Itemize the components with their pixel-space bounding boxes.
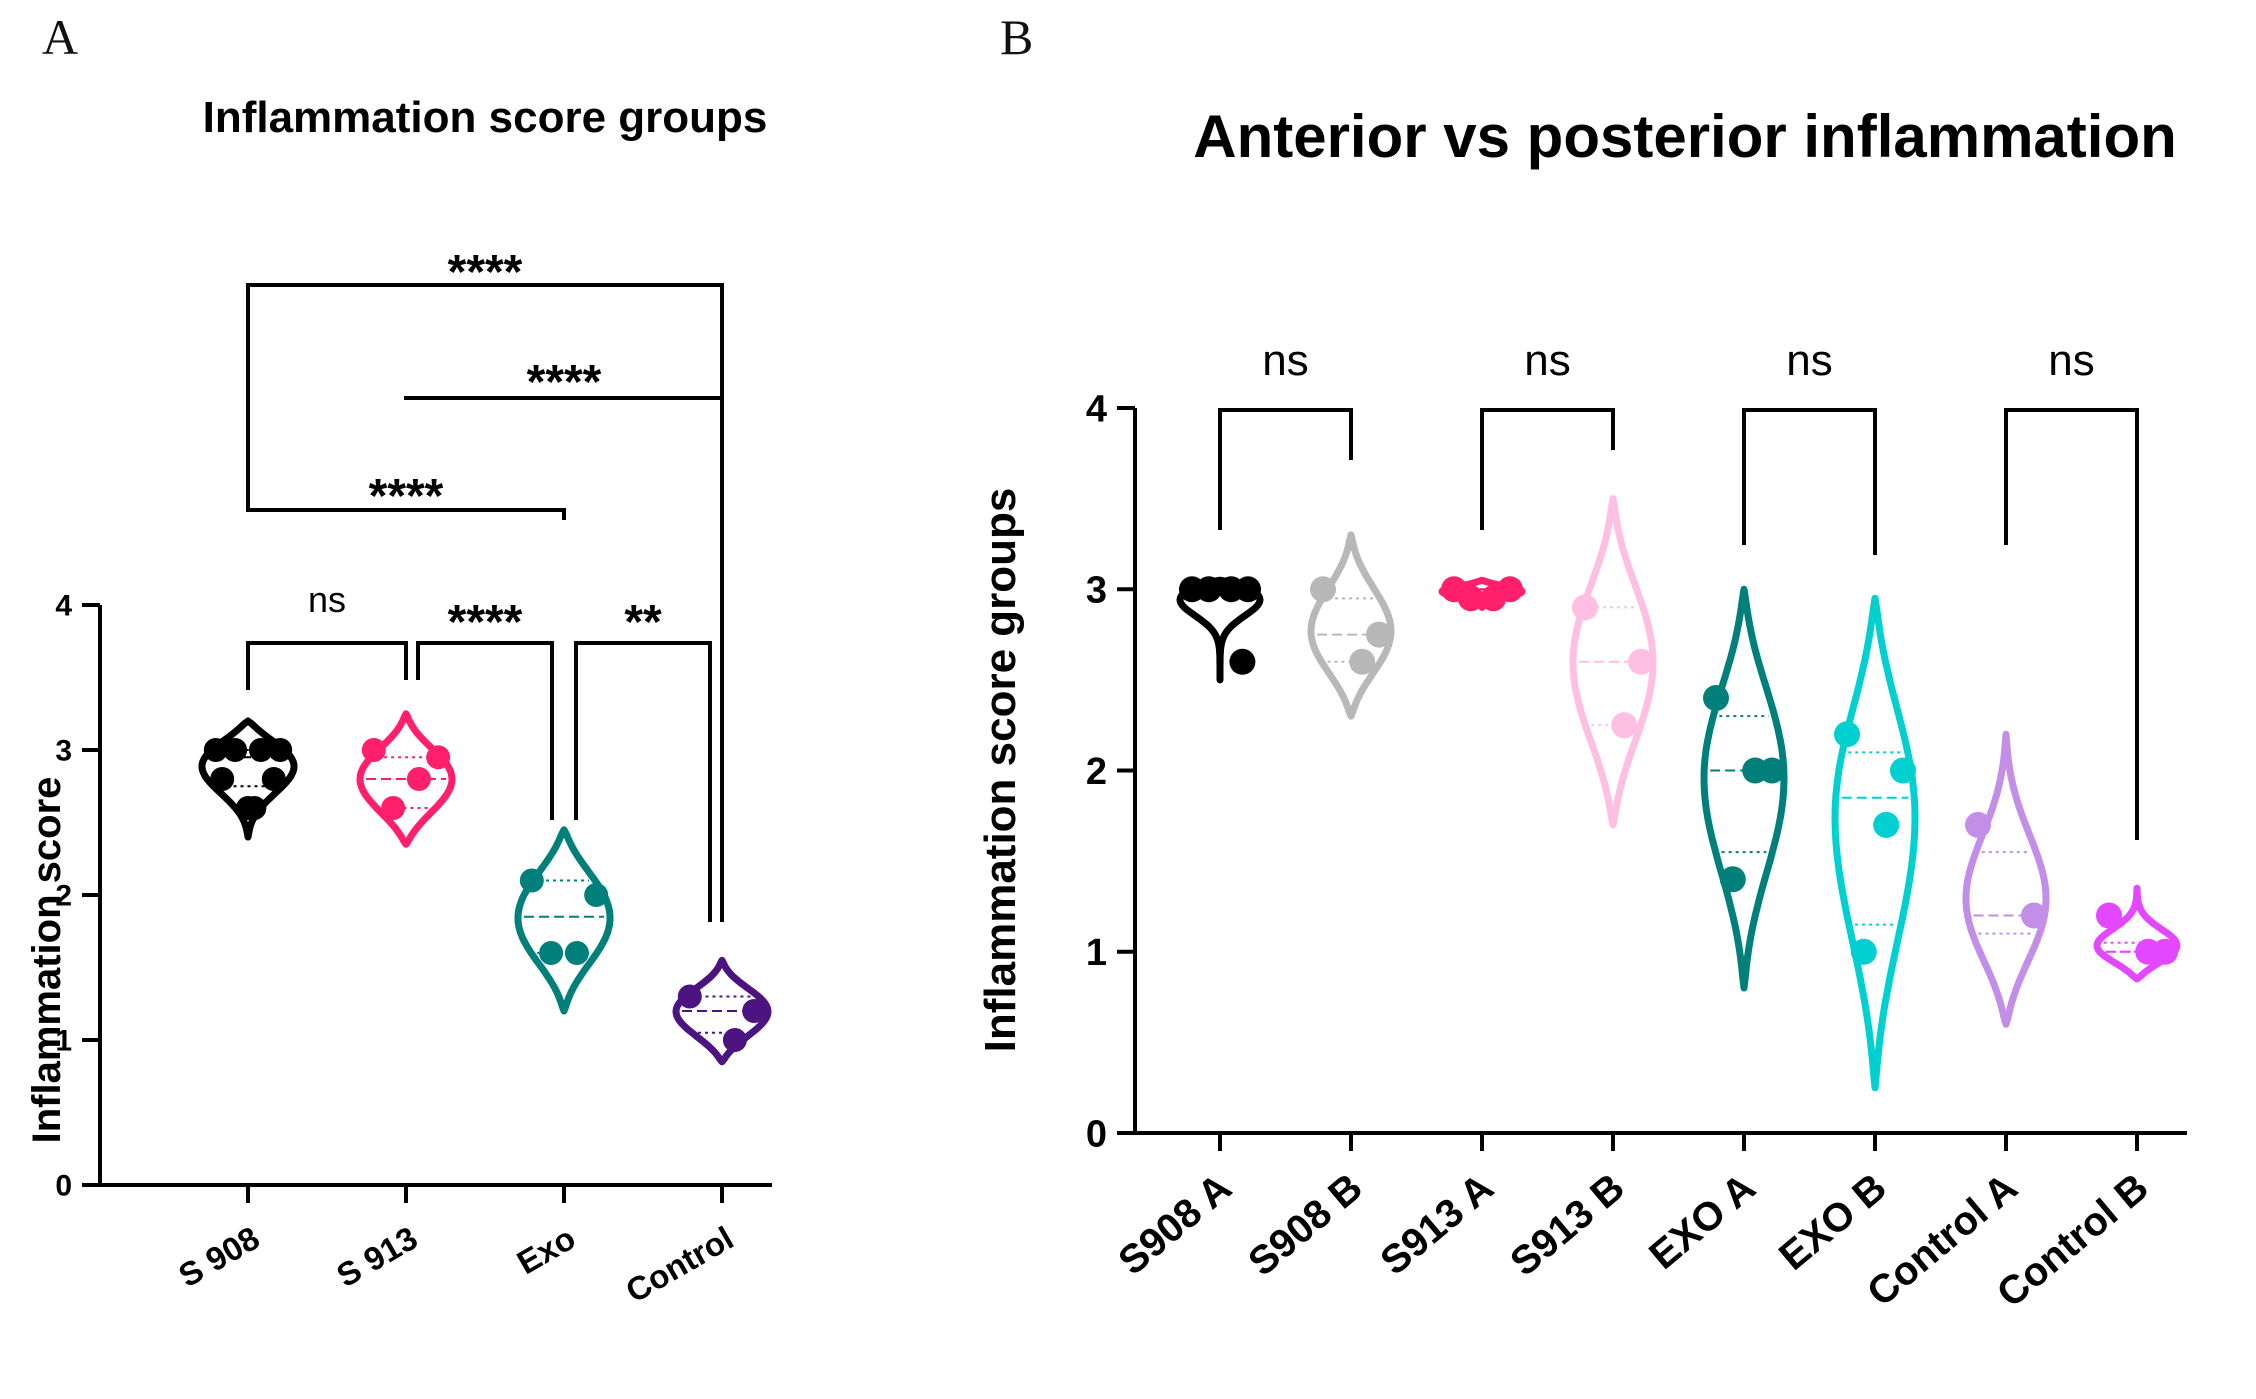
x-tick-label: S 913 — [330, 1219, 423, 1294]
data-point — [1611, 712, 1638, 739]
x-tick-label: S913 A — [1372, 1165, 1501, 1284]
x-tick-label: Control — [619, 1219, 739, 1310]
chart-a-y-axis-label: Inflammation score — [25, 777, 69, 1144]
data-point — [1719, 866, 1746, 893]
data-point — [1229, 648, 1256, 675]
violin-exo-b — [1831, 594, 1919, 1092]
data-point — [1850, 938, 1877, 965]
significance-label: **** — [369, 470, 444, 523]
significance-bracket — [1218, 408, 1353, 530]
significance-bracket — [574, 641, 712, 922]
data-point — [1834, 721, 1860, 748]
data-point — [1349, 648, 1376, 675]
data-point — [584, 883, 609, 907]
chart-b-y-axis-label: Inflammation score groups — [976, 488, 1025, 1053]
data-point — [248, 738, 273, 762]
x-tick-label: Exo — [511, 1219, 582, 1281]
data-point — [210, 767, 235, 791]
data-point — [1890, 757, 1916, 784]
violin-control-b — [2093, 884, 2181, 983]
data-point — [742, 999, 767, 1023]
data-point — [677, 984, 702, 1009]
x-tick-label: S908 A — [1110, 1165, 1239, 1284]
data-point — [564, 941, 589, 965]
violin-control-a — [1962, 730, 2050, 1028]
data-point — [1366, 621, 1392, 648]
significance-bracket — [2004, 408, 2139, 840]
x-tick-label: S908 B — [1240, 1165, 1370, 1284]
data-point — [261, 767, 286, 791]
data-point — [519, 868, 544, 893]
significance-label: **** — [527, 356, 602, 409]
significance-label: **** — [448, 246, 523, 299]
data-point — [268, 738, 293, 762]
y-tick-label: 1 — [55, 1025, 72, 1058]
significance-bracket — [404, 396, 724, 922]
data-point — [2096, 902, 2122, 929]
data-point — [1703, 685, 1729, 711]
y-tick-label: 2 — [55, 880, 72, 913]
violin-exo — [514, 826, 614, 1015]
data-point — [1218, 576, 1245, 603]
data-point — [2135, 938, 2162, 965]
y-tick-label: 1 — [1086, 932, 1107, 974]
data-point — [1480, 585, 1507, 612]
data-point — [361, 738, 386, 762]
significance-bracket — [416, 641, 554, 820]
significance-label: ns — [1524, 336, 1570, 385]
violin-exo-a — [1700, 585, 1788, 992]
y-tick-label: 4 — [55, 590, 72, 623]
violin-s908-a — [1176, 576, 1264, 684]
data-point — [1572, 594, 1598, 621]
data-point — [1873, 811, 1900, 838]
data-point — [2021, 902, 2047, 929]
significance-label: ns — [1786, 336, 1832, 385]
y-tick-label: 0 — [1086, 1113, 1107, 1155]
x-tick-label: EXO A — [1641, 1165, 1764, 1278]
data-point — [1310, 576, 1336, 603]
data-point — [223, 738, 248, 762]
y-tick-label: 2 — [1086, 751, 1107, 793]
x-tick-label: S913 B — [1502, 1165, 1632, 1284]
x-tick-label: S 908 — [172, 1219, 265, 1294]
y-tick-label: 4 — [1086, 388, 1107, 430]
data-point — [1965, 811, 1991, 838]
significance-label: ns — [308, 579, 346, 620]
data-point — [1742, 757, 1769, 784]
significance-label: ** — [624, 596, 662, 649]
panel-letter-b: B — [1000, 9, 1033, 65]
significance-bracket — [1480, 408, 1615, 530]
data-point — [1628, 648, 1654, 675]
chart-a-title: Inflammation score groups — [203, 93, 768, 142]
significance-label: ns — [1262, 336, 1308, 385]
significance-bracket — [246, 641, 408, 690]
y-tick-label: 0 — [55, 1170, 72, 1203]
y-tick-label: 3 — [1086, 570, 1107, 612]
chart-b-title: Anterior vs posterior inflammation — [1193, 103, 2177, 170]
data-point — [1457, 585, 1484, 612]
y-tick-label: 3 — [55, 735, 72, 768]
significance-bracket — [1742, 408, 1877, 555]
data-point — [539, 941, 564, 965]
chart-panel-b: Anterior vs posterior inflammation Infla… — [976, 103, 2187, 1316]
significance-label: **** — [448, 596, 523, 649]
data-point — [426, 745, 451, 770]
x-tick-label: EXO B — [1771, 1165, 1895, 1279]
significance-label: ns — [2048, 336, 2094, 385]
panel-letter-a: A — [42, 9, 78, 65]
data-point — [381, 796, 406, 820]
chart-panel-a: Inflammation score groups Inflammation s… — [25, 93, 772, 1310]
data-point — [1195, 576, 1222, 603]
data-point — [242, 796, 267, 820]
data-point — [203, 738, 228, 762]
data-point — [406, 767, 431, 791]
significance-bracket — [246, 480, 566, 520]
data-point — [722, 1028, 747, 1052]
